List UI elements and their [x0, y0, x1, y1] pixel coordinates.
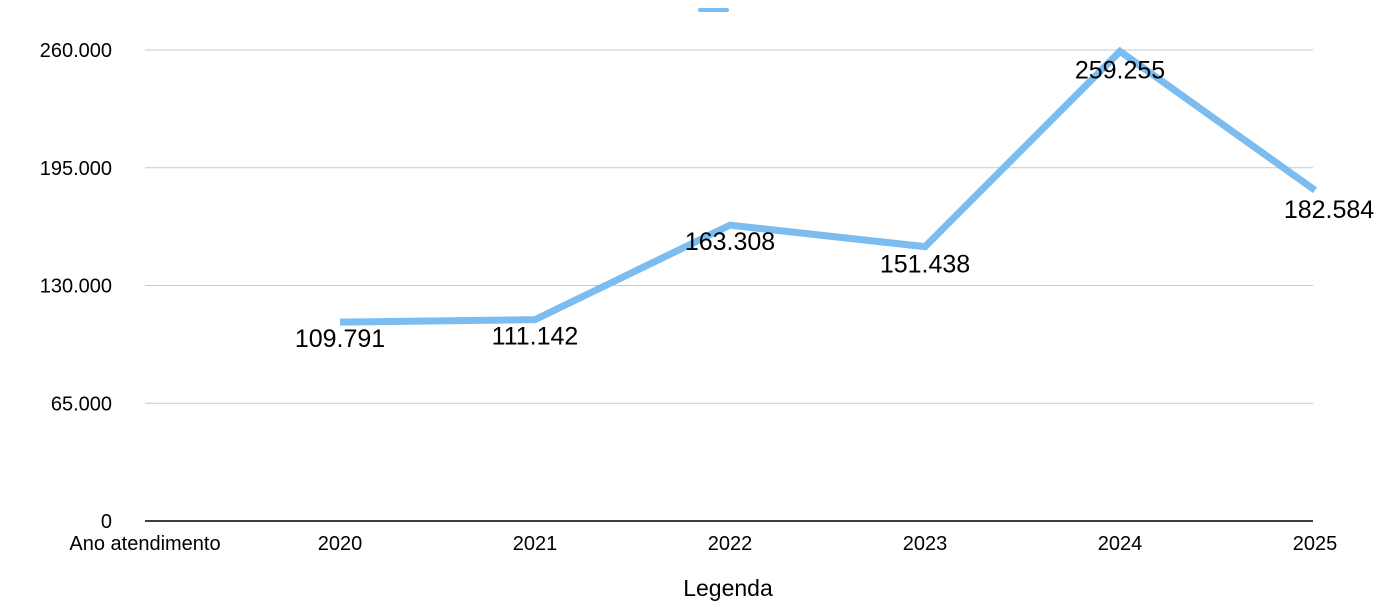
category-axis-label: Ano atendimento	[69, 533, 220, 555]
series-group	[339, 46, 1318, 326]
x-tick-label: 2023	[903, 533, 948, 555]
data-label: 163.308	[685, 228, 775, 256]
y-tick-label: 130.000	[40, 276, 112, 298]
x-tick-label: 2025	[1293, 533, 1338, 555]
x-axis-title: Legenda	[683, 575, 773, 601]
data-labels: 109.791 111.142 163.308 151.438 259.255 182.5…	[295, 56, 1374, 353]
y-tick-label: 65.000	[51, 393, 112, 415]
x-axis-ticks: 2020 2021 2022 2023 2024 2025	[318, 533, 1338, 555]
data-label: 182.584	[1284, 196, 1374, 224]
x-tick-label: 2021	[513, 533, 558, 555]
y-tick-label: 0	[101, 511, 112, 533]
x-tick-label: 2022	[708, 533, 753, 555]
data-label: 151.438	[880, 251, 970, 279]
data-label: 259.255	[1075, 56, 1165, 84]
data-label: 111.142	[492, 323, 579, 351]
x-tick-label: 2024	[1098, 533, 1143, 555]
series-line	[339, 46, 1318, 326]
y-tick-label: 260.000	[40, 40, 112, 62]
x-tick-label: 2020	[318, 533, 363, 555]
y-tick-label: 195.000	[40, 158, 112, 180]
data-label: 109.791	[295, 325, 385, 353]
y-axis-ticks: 0 65.000 130.000 195.000 260.000	[40, 40, 112, 533]
